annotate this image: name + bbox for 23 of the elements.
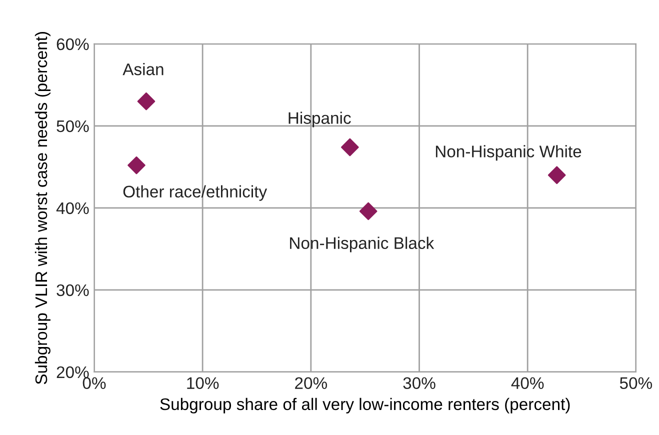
x-tick-label: 30% bbox=[403, 377, 436, 390]
x-tick-label: 50% bbox=[620, 377, 652, 390]
y-tick-label: 30% bbox=[56, 284, 89, 296]
y-tick-label: 20% bbox=[56, 366, 89, 378]
y-tick-label: 60% bbox=[56, 38, 89, 50]
x-tick-label: 0% bbox=[82, 377, 106, 390]
y-axis-title: Subgroup VLIR with worst case needs (percent) bbox=[34, 32, 50, 384]
annotation: Non-Hispanic White bbox=[436, 145, 582, 161]
point bbox=[128, 156, 146, 174]
point bbox=[341, 138, 359, 156]
y-tick-label: 40% bbox=[56, 202, 89, 214]
point bbox=[548, 166, 566, 184]
x-tick-label: 40% bbox=[511, 377, 544, 390]
annotation: Hispanic bbox=[288, 112, 351, 128]
x-tick-label: 10% bbox=[187, 377, 219, 390]
annotation: Other race/ethnicity bbox=[123, 185, 268, 201]
point bbox=[137, 92, 156, 110]
annotation: Asian bbox=[122, 63, 164, 76]
annotation: Non-Hispanic Black bbox=[290, 236, 434, 252]
point bbox=[359, 202, 378, 220]
x-axis-title: Subgroup share of all very low-income renters (percent) bbox=[160, 398, 570, 414]
x-tick-label: 20% bbox=[295, 377, 328, 390]
y-tick-label: 50% bbox=[56, 120, 89, 132]
